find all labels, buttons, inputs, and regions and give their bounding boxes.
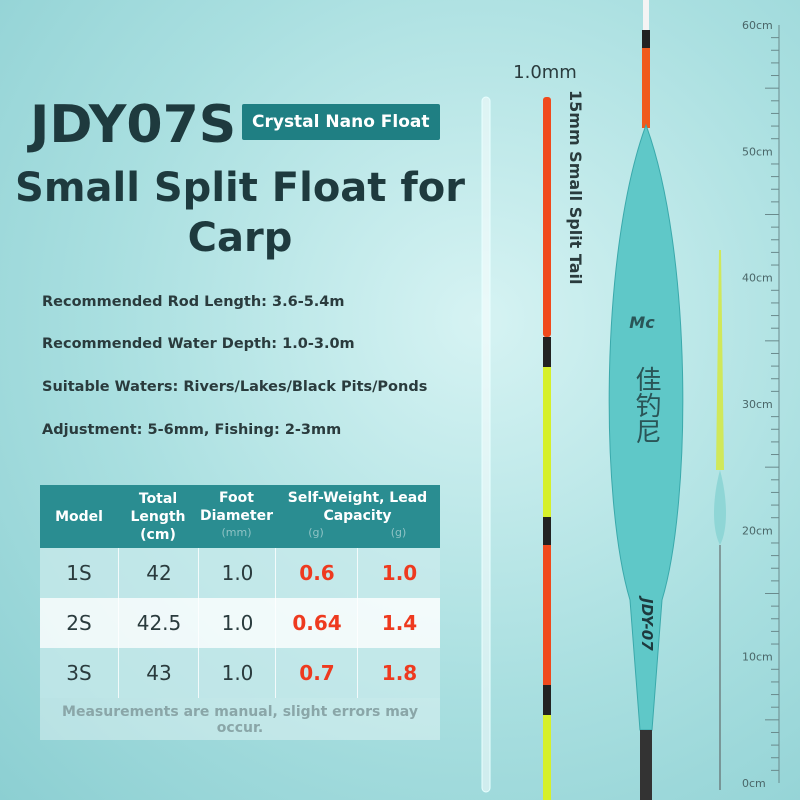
header-cell: Total Length (cm): [130, 490, 186, 543]
table-cell: 1.0: [198, 598, 276, 648]
table-cell: 0.6: [275, 548, 358, 598]
badge: Crystal Nano Float: [242, 104, 440, 140]
table-cell: 1.0: [198, 548, 276, 598]
table-header: [40, 485, 440, 548]
table-row: [40, 598, 440, 648]
ruler-label: 20cm: [742, 524, 773, 537]
table-cell: 3S: [66, 661, 92, 685]
ruler-label: 10cm: [742, 651, 773, 664]
spec: Recommended Rod Length: 3.6-5.4m: [42, 294, 345, 310]
table-cell: 42: [118, 548, 199, 598]
ruler-label: 30cm: [742, 398, 773, 411]
float: [608, 0, 726, 800]
header-unit: (mm): [221, 525, 252, 539]
spec: Recommended Water Depth: 1.0-3.0m: [42, 336, 355, 352]
table-row: [40, 648, 440, 698]
chinese-brand: 佳钓尼: [631, 366, 661, 444]
ruler: 60cm 50cm 40cm 30cm 20cm 10cm 0cm: [742, 19, 780, 790]
header-cell: Model: [55, 508, 103, 525]
title: Small Split Float for Carp: [15, 165, 465, 261]
table-cell: 1.0: [198, 648, 276, 698]
header-unit: (g): [308, 525, 324, 539]
table-row: [40, 548, 440, 598]
split-tail: [543, 97, 551, 800]
table-cell: 1S: [66, 561, 92, 585]
ruler-label: 60cm: [742, 19, 773, 32]
brand: Mc: [629, 313, 655, 332]
clear-tail: [481, 96, 491, 793]
spec: Suitable Waters: Rivers/Lakes/Black Pits…: [42, 379, 428, 395]
table-cell: 1.4: [357, 598, 441, 648]
spec: Adjustment: 5-6mm, Fishing: 2-3mm: [42, 422, 342, 438]
tail-label: 15mm Small Split Tail: [566, 90, 585, 285]
header-cell: Self-Weight, Lead Capacity: [287, 490, 428, 524]
body-text: JDY-07: [638, 595, 656, 651]
ruler-label: 50cm: [742, 145, 773, 158]
table-cell: 0.64: [275, 598, 358, 648]
tail-diameter: 1.0mm: [513, 62, 577, 83]
header-unit: (g): [390, 525, 407, 539]
table-cell: 42.5: [118, 598, 199, 648]
table-cell: 1.0: [357, 548, 441, 598]
note: Measurements are manual, slight errors m…: [62, 704, 418, 736]
table: Model Total Length (cm) Foot Diameter (m…: [40, 485, 440, 740]
table-cell: 0.7: [275, 648, 358, 698]
table-cell: 2S: [66, 611, 92, 635]
model: JDY07S: [30, 95, 237, 155]
table-cell: 1.8: [357, 648, 441, 698]
table-cell: 43: [118, 648, 199, 698]
header-cell: Foot Diameter: [199, 490, 274, 524]
ruler-label: 0cm: [742, 777, 766, 790]
ruler-label: 40cm: [742, 272, 773, 285]
